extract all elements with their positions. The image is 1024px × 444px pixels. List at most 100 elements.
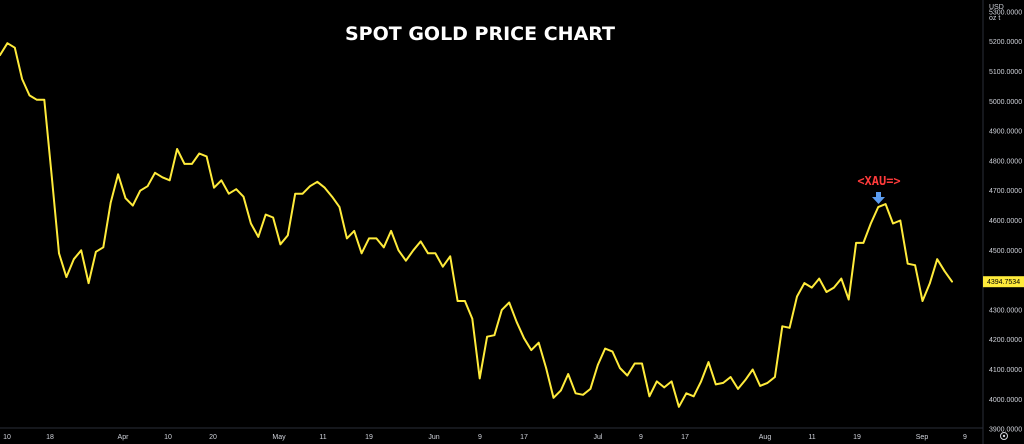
y-tick-label: 4300.0000	[989, 307, 1022, 314]
data-point	[375, 237, 378, 240]
data-point	[176, 148, 178, 150]
x-tick-label: 17	[681, 434, 689, 441]
data-point	[523, 337, 525, 340]
data-point	[183, 163, 186, 165]
data-point	[501, 309, 503, 311]
data-point	[906, 262, 909, 265]
data-point	[43, 99, 46, 101]
data-point	[781, 325, 784, 328]
data-point	[685, 392, 688, 395]
down-arrow-icon	[872, 192, 885, 204]
data-point	[877, 206, 879, 208]
data-point	[427, 252, 429, 255]
data-point	[545, 367, 547, 369]
data-point	[14, 46, 16, 49]
x-tick-label: May	[272, 434, 286, 441]
y-tick-label: 3900.0000	[989, 427, 1022, 434]
data-point	[692, 395, 695, 398]
x-tick-label: 11	[319, 434, 326, 441]
data-point	[611, 350, 614, 353]
x-tick-label: 10	[3, 434, 11, 441]
data-point	[442, 265, 444, 268]
data-point	[478, 377, 481, 380]
data-point	[656, 380, 658, 383]
data-point	[560, 389, 562, 392]
data-point	[405, 259, 407, 262]
chart-title: SPOT GOLD PRICE CHART	[345, 23, 615, 45]
data-point	[471, 318, 474, 320]
data-point	[670, 380, 673, 383]
x-tick-label: Jul	[594, 434, 603, 441]
data-point	[309, 185, 311, 187]
data-point	[840, 277, 843, 280]
y-tick-label: 5000.0000	[989, 99, 1022, 106]
data-point	[567, 373, 569, 375]
data-point	[737, 388, 739, 390]
data-point	[855, 242, 857, 244]
data-point	[700, 380, 702, 383]
data-point	[626, 374, 629, 377]
data-point	[744, 379, 747, 381]
y-tick-label: 4000.0000	[989, 397, 1022, 404]
data-point	[191, 163, 193, 165]
data-point	[508, 301, 511, 304]
y-tick-label: 5100.0000	[989, 69, 1022, 76]
data-point	[633, 362, 636, 365]
data-point	[921, 300, 924, 302]
y-tick-label: 5300.0000	[989, 9, 1022, 16]
data-point	[6, 42, 9, 44]
data-point	[139, 189, 141, 192]
data-point	[168, 179, 171, 182]
x-tick-label: 18	[46, 434, 54, 441]
data-point	[582, 394, 584, 396]
data-point	[198, 152, 201, 155]
data-point	[220, 179, 223, 182]
data-point	[515, 321, 518, 323]
data-point	[102, 246, 105, 249]
data-point	[397, 249, 400, 252]
data-point	[50, 175, 53, 177]
data-point	[257, 236, 260, 238]
data-point	[213, 186, 215, 189]
x-tick-label: Aug	[759, 434, 772, 441]
data-point	[870, 222, 872, 225]
data-point	[264, 213, 267, 216]
unit-label[interactable]: oz t	[989, 15, 1000, 22]
data-point	[759, 385, 761, 387]
data-point	[766, 382, 769, 384]
last-value-badge: 4394.7534	[983, 276, 1024, 288]
data-point	[58, 252, 60, 255]
y-tick-label: 4500.0000	[989, 248, 1022, 255]
price-series-line	[0, 42, 953, 408]
x-tick-label: 19	[853, 434, 861, 441]
data-point	[493, 334, 496, 337]
data-point	[552, 397, 555, 399]
settings-gear-icon[interactable]	[1000, 432, 1008, 440]
data-point	[722, 382, 724, 384]
y-tick-label: 4700.0000	[989, 188, 1022, 195]
data-point	[537, 341, 540, 344]
data-point	[316, 181, 319, 183]
data-point	[818, 277, 820, 280]
data-point	[951, 280, 953, 283]
data-point	[892, 222, 894, 225]
x-tick-label: 19	[365, 434, 373, 441]
data-point	[132, 204, 134, 207]
data-point	[272, 216, 274, 219]
data-point	[346, 237, 348, 240]
data-point	[154, 172, 156, 174]
data-point	[205, 155, 208, 158]
data-point	[146, 185, 149, 187]
y-tick-label: 5200.0000	[989, 39, 1022, 46]
data-point	[161, 176, 164, 179]
data-point	[21, 78, 23, 80]
data-point	[36, 99, 38, 101]
data-point	[65, 276, 68, 278]
y-tick-label: 4900.0000	[989, 129, 1022, 136]
data-point	[884, 203, 887, 205]
data-point	[235, 188, 237, 190]
currency-label[interactable]: USD	[989, 4, 1004, 11]
x-tick-label: 11	[808, 434, 815, 441]
y-tick-label: 4200.0000	[989, 337, 1022, 344]
